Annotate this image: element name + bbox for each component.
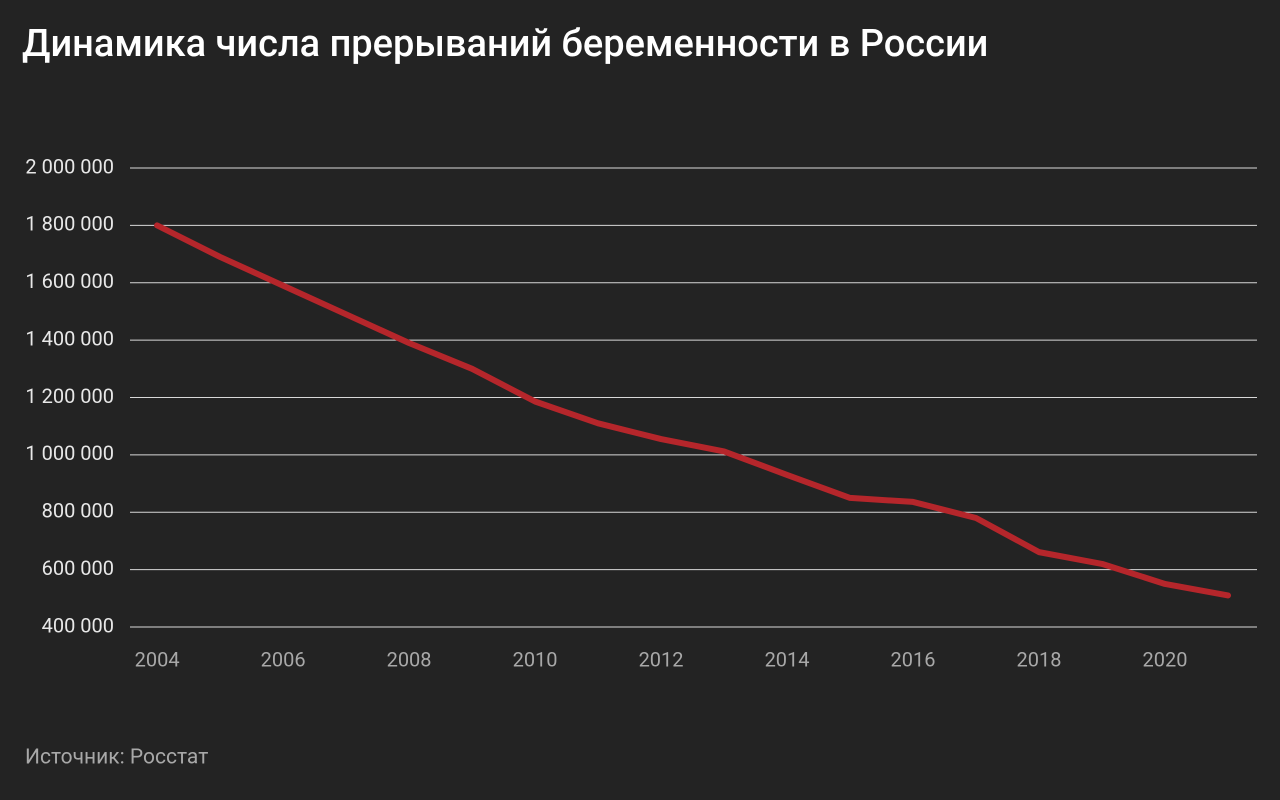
chart-title: Динамика числа прерываний беременности в… [22, 22, 988, 66]
y-tick-label: 1 400 000 [25, 326, 114, 350]
y-tick-label: 600 000 [42, 556, 114, 580]
x-tick-label: 2012 [639, 647, 684, 671]
x-tick-label: 2004 [135, 647, 180, 671]
data-line [154, 222, 1232, 599]
y-tick-label: 2 000 000 [25, 154, 114, 178]
x-tick-label: 2020 [1143, 647, 1188, 671]
y-tick-label: 1 600 000 [25, 269, 114, 293]
x-tick-label: 2006 [261, 647, 306, 671]
x-tick-label: 2014 [765, 647, 810, 671]
y-tick-label: 1 200 000 [25, 384, 114, 408]
x-tick-label: 2010 [513, 647, 558, 671]
y-tick-label: 1 000 000 [25, 441, 114, 465]
x-tick-label: 2016 [891, 647, 936, 671]
y-tick-label: 1 800 000 [25, 212, 114, 236]
y-tick-label: 400 000 [42, 613, 114, 637]
y-tick-label: 800 000 [42, 499, 114, 523]
source-note: Источник: Росстат [25, 746, 208, 770]
x-tick-label: 2018 [1017, 647, 1062, 671]
x-tick-label: 2008 [387, 647, 432, 671]
